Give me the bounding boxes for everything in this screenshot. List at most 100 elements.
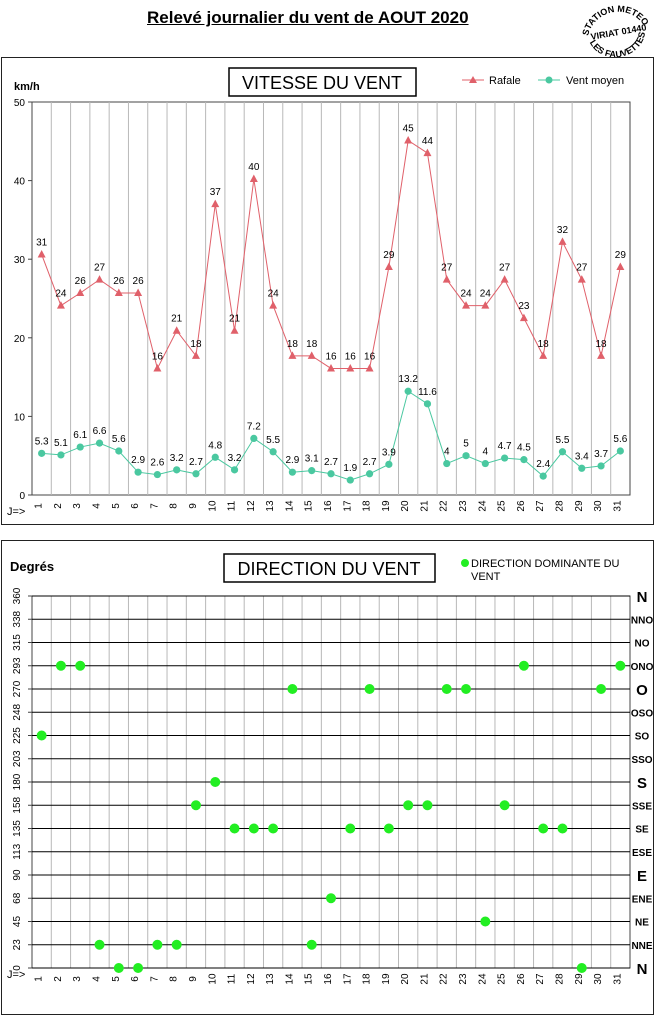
- data-point-vent-moyen: [153, 470, 161, 479]
- data-label-vent-moyen: 1.9: [343, 463, 357, 474]
- x-tick-label: 16: [323, 973, 334, 985]
- y-tick-label: 30: [14, 255, 26, 266]
- data-label-vent-moyen: 4: [444, 447, 450, 458]
- y-tick-label: 135: [12, 820, 23, 837]
- wind-direction-panel: 0 N 23 NNE 45 NE 68 ENE 90 E 113 ESE 135 SE 158 SSE 180 S…: [1, 540, 654, 1015]
- x-tick-label: 10: [207, 500, 218, 512]
- data-point-rafale: [230, 326, 239, 334]
- y-tick-label: 45: [12, 916, 23, 928]
- data-label-rafale: 21: [171, 314, 183, 325]
- data-label-rafale: 31: [36, 237, 48, 248]
- data-point-vent-moyen: [288, 468, 297, 476]
- x-tick-label: 24: [477, 973, 488, 985]
- x-tick-label: 15: [304, 973, 315, 985]
- data-label-rafale: 27: [441, 263, 453, 274]
- data-point-direction: [557, 823, 568, 834]
- compass-label: O: [636, 682, 648, 699]
- data-point-rafale: [519, 313, 528, 322]
- data-point-direction: [210, 777, 221, 787]
- y-tick-label: 338: [12, 610, 23, 627]
- data-label-vent-moyen: 5.6: [112, 434, 126, 445]
- data-point-rafale: [172, 326, 181, 334]
- x-tick-label: 30: [593, 500, 604, 512]
- x-tick-label: 17: [342, 500, 353, 512]
- x-tick-label: 3: [72, 976, 83, 982]
- data-label-vent-moyen: 2.7: [189, 457, 203, 468]
- x-tick-label: 9: [188, 503, 199, 509]
- data-label-rafale: 44: [422, 136, 434, 147]
- data-label-vent-moyen: 2.6: [150, 458, 164, 469]
- data-label-vent-moyen: 2.4: [536, 459, 550, 470]
- data-label-rafale: 24: [460, 289, 472, 300]
- compass-label: NO: [635, 639, 650, 650]
- data-label-vent-moyen: 3.1: [305, 454, 319, 465]
- data-point-rafale: [56, 301, 65, 309]
- data-label-rafale: 26: [133, 276, 145, 287]
- data-point-vent-moyen: [57, 451, 65, 459]
- data-label-vent-moyen: 2.9: [131, 455, 145, 466]
- y-tick-label: 180: [12, 773, 23, 790]
- data-label-rafale: 24: [268, 289, 280, 300]
- compass-label: NE: [635, 918, 649, 929]
- data-point-rafale: [481, 301, 490, 309]
- data-label-vent-moyen: 7.2: [247, 421, 261, 432]
- data-label-rafale: 18: [538, 339, 550, 350]
- data-label-rafale: 27: [499, 263, 511, 274]
- data-point-rafale: [597, 351, 606, 359]
- data-point-rafale: [462, 301, 471, 309]
- data-label-rafale: 40: [248, 162, 260, 173]
- data-point-direction: [171, 939, 182, 950]
- legend-label-rafale: Rafale: [489, 75, 521, 87]
- x-tick-label: 2: [53, 976, 64, 982]
- data-point-direction: [518, 660, 529, 671]
- x-tick-label: 20: [400, 500, 411, 512]
- compass-label: SSE: [632, 801, 652, 812]
- data-point-vent-moyen: [385, 460, 393, 468]
- data-point-direction: [441, 684, 452, 694]
- x-tick-label: 18: [362, 973, 373, 985]
- x-tick-label: 8: [169, 503, 180, 509]
- data-point-vent-moyen: [443, 459, 451, 468]
- data-point-vent-moyen: [327, 470, 335, 478]
- legend-label-direction-line1: DIRECTION DOMINANTE DU: [471, 558, 620, 570]
- data-point-vent-moyen: [578, 464, 586, 472]
- data-label-vent-moyen: 5.3: [35, 436, 49, 447]
- data-point-vent-moyen: [346, 476, 354, 484]
- data-label-vent-moyen: 5.5: [556, 435, 570, 446]
- chart-title-box: [223, 553, 436, 583]
- data-label-vent-moyen: 5.6: [613, 434, 627, 445]
- x-tick-label: 14: [284, 973, 295, 985]
- chart-title: DIRECTION DU VENT: [237, 559, 420, 579]
- data-label-vent-moyen: 4.8: [208, 440, 222, 451]
- data-point-rafale: [76, 288, 85, 296]
- x-tick-label: 19: [381, 500, 392, 512]
- data-label-vent-moyen: 3.2: [170, 453, 184, 464]
- x-tick-label: 30: [593, 973, 604, 985]
- data-point-rafale: [500, 275, 509, 283]
- data-point-vent-moyen: [481, 459, 489, 468]
- y-tick-label: 0: [12, 965, 23, 971]
- data-point-rafale: [423, 148, 432, 157]
- data-label-rafale: 18: [287, 339, 299, 350]
- data-label-rafale: 26: [113, 276, 125, 287]
- data-point-vent-moyen: [539, 472, 547, 480]
- data-point-rafale: [442, 275, 451, 283]
- data-point-vent-moyen: [520, 456, 528, 464]
- data-point-vent-moyen: [230, 466, 239, 474]
- data-point-rafale: [539, 351, 548, 359]
- data-label-rafale: 18: [306, 339, 318, 350]
- x-tick-label: 10: [207, 973, 218, 985]
- data-point-direction: [576, 963, 587, 973]
- x-tick-label: 24: [477, 500, 488, 512]
- x-tick-label: 23: [458, 500, 469, 512]
- x-tick-label: 29: [574, 500, 585, 512]
- data-label-rafale: 18: [190, 339, 202, 350]
- data-point-vent-moyen: [250, 434, 258, 443]
- chart-title: VITESSE DU VENT: [242, 73, 402, 93]
- compass-label: OSO: [631, 708, 653, 719]
- data-point-rafale: [346, 363, 355, 372]
- compass-label: E: [637, 868, 647, 885]
- y-tick-label: 0: [19, 491, 25, 502]
- legend-marker-rafale: [469, 76, 477, 83]
- compass-label: ENE: [632, 894, 653, 905]
